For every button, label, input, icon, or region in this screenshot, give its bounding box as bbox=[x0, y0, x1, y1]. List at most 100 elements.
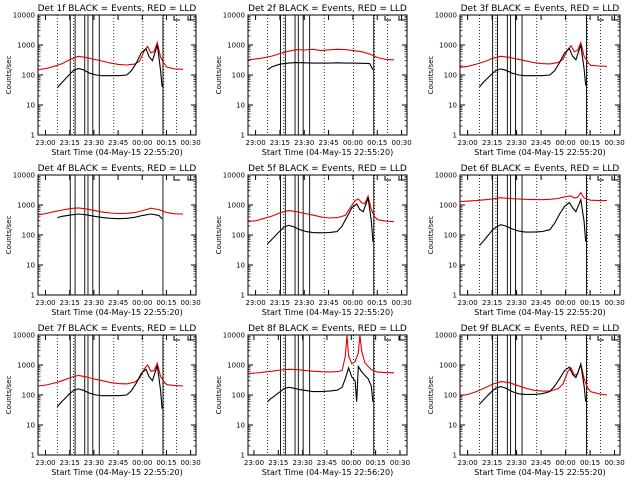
panel-det-8f: Det 8f BLACK = Events, RED = LLD 1 10 100 10… bbox=[215, 324, 410, 477]
y-tick-label: 1000 bbox=[17, 362, 35, 370]
x-tick-label: 00:30 bbox=[390, 459, 410, 467]
panel-title: Det 9f BLACK = Events, RED = LLD bbox=[461, 324, 620, 334]
y-axis-label: Counts/sec bbox=[215, 376, 223, 415]
y-tick-label: 10 bbox=[236, 422, 245, 430]
corner-bracket-mark bbox=[597, 176, 604, 181]
x-tick-label: 23:45 bbox=[531, 139, 551, 147]
x-tick-label: 23:45 bbox=[318, 299, 338, 307]
x-tick-label: 23:30 bbox=[84, 299, 104, 307]
x-tick-label: 00:30 bbox=[181, 299, 201, 307]
y-tick-label: 1 bbox=[453, 292, 457, 300]
panel-title: Det 1f BLACK = Events, RED = LLD bbox=[38, 4, 197, 14]
x-tick-label: 23:15 bbox=[482, 459, 502, 467]
panel-det-3f: Det 3f BLACK = Events, RED = LLD 1 10 100 10… bbox=[427, 4, 625, 157]
panel-title: Det 6f BLACK = Events, RED = LLD bbox=[461, 164, 620, 174]
lld-series-line bbox=[459, 40, 607, 68]
panel-det-1f: Det 1f BLACK = Events, RED = LLD 1 10 100 10… bbox=[5, 4, 201, 157]
y-tick-label: 100 bbox=[444, 72, 457, 80]
y-tick-label: 10000 bbox=[13, 332, 35, 340]
y-axis-label: Counts/sec bbox=[5, 216, 13, 255]
x-tick-label: 23:45 bbox=[317, 459, 337, 467]
y-tick-label: 10000 bbox=[13, 12, 35, 20]
x-tick-label: 00:15 bbox=[580, 299, 600, 307]
plot-frame bbox=[459, 14, 621, 136]
plot-frame bbox=[459, 174, 621, 296]
corner-bracket-mark bbox=[398, 16, 405, 21]
corner-bracket-mark bbox=[384, 176, 391, 181]
y-tick-label: 100 bbox=[22, 392, 35, 400]
corner-bracket-mark bbox=[173, 176, 180, 181]
y-tick-label: 1 bbox=[31, 452, 35, 460]
x-tick-label: 00:30 bbox=[392, 299, 412, 307]
y-tick-label: 10 bbox=[448, 262, 457, 270]
y-tick-label: 1 bbox=[31, 132, 35, 140]
y-tick-label: 100 bbox=[22, 232, 35, 240]
lld-series-line bbox=[37, 207, 184, 216]
corner-bracket-mark bbox=[173, 336, 180, 341]
x-tick-label: 23:00 bbox=[35, 459, 55, 467]
corner-bracket-mark bbox=[597, 336, 604, 341]
corner-bracket-mark bbox=[611, 336, 618, 341]
y-tick-label: 10000 bbox=[435, 12, 457, 20]
plot-frame bbox=[247, 334, 408, 456]
y-tick-label: 10 bbox=[26, 102, 35, 110]
y-tick-label: 1 bbox=[241, 452, 245, 460]
x-tick-label: 00:00 bbox=[341, 459, 361, 467]
y-axis-label: Counts/sec bbox=[215, 56, 223, 95]
lld-series-line bbox=[459, 191, 607, 203]
y-tick-label: 100 bbox=[444, 392, 457, 400]
events-series-line bbox=[267, 364, 374, 403]
x-tick-label: 23:45 bbox=[318, 139, 338, 147]
y-axis-label: Counts/sec bbox=[427, 376, 435, 415]
y-tick-label: 100 bbox=[232, 232, 245, 240]
panel-title: Det 4f BLACK = Events, RED = LLD bbox=[38, 164, 197, 174]
y-tick-label: 10 bbox=[236, 262, 245, 270]
x-tick-label: 00:30 bbox=[604, 139, 624, 147]
corner-bracket-mark bbox=[187, 176, 194, 181]
x-tick-label: 23:00 bbox=[245, 299, 265, 307]
y-tick-label: 1000 bbox=[227, 42, 245, 50]
corner-bracket-mark bbox=[611, 16, 618, 21]
y-tick-label: 1000 bbox=[227, 202, 245, 210]
y-tick-label: 1 bbox=[241, 132, 245, 140]
plot-frame bbox=[37, 14, 197, 136]
y-tick-label: 10000 bbox=[435, 332, 457, 340]
events-series-line bbox=[479, 197, 587, 246]
x-tick-label: 23:00 bbox=[244, 459, 264, 467]
x-tick-label: 00:30 bbox=[181, 459, 201, 467]
corner-bracket-mark bbox=[611, 176, 618, 181]
y-tick-label: 10000 bbox=[223, 172, 245, 180]
x-axis-label: Start Time (04-May-15 22:55:20) bbox=[474, 148, 605, 157]
y-tick-label: 10 bbox=[448, 102, 457, 110]
panel-title: Det 7f BLACK = Events, RED = LLD bbox=[38, 324, 197, 334]
y-tick-label: 1000 bbox=[439, 202, 457, 210]
lld-series-line bbox=[37, 40, 184, 71]
events-series-line bbox=[267, 197, 374, 245]
y-tick-label: 10000 bbox=[223, 12, 245, 20]
panel-det-7f: Det 7f BLACK = Events, RED = LLD 1 10 100 10… bbox=[5, 324, 201, 477]
y-tick-label: 10 bbox=[448, 422, 457, 430]
y-tick-label: 10 bbox=[236, 102, 245, 110]
x-axis-label: Start Time (04-May-15 22:55:20) bbox=[262, 308, 393, 317]
y-tick-label: 100 bbox=[232, 392, 245, 400]
lld-series-line bbox=[459, 361, 607, 397]
y-tick-label: 1 bbox=[453, 132, 457, 140]
events-series-line bbox=[57, 213, 163, 220]
x-tick-label: 00:30 bbox=[392, 139, 412, 147]
x-tick-label: 23:30 bbox=[293, 459, 313, 467]
x-tick-label: 00:30 bbox=[181, 139, 201, 147]
x-tick-label: 23:15 bbox=[482, 299, 502, 307]
y-axis-label: Counts/sec bbox=[427, 216, 435, 255]
x-tick-label: 00:00 bbox=[555, 459, 575, 467]
x-tick-label: 00:00 bbox=[132, 459, 152, 467]
x-tick-label: 00:00 bbox=[132, 299, 152, 307]
x-tick-label: 23:30 bbox=[507, 459, 527, 467]
y-tick-label: 100 bbox=[22, 72, 35, 80]
lld-series-line bbox=[37, 361, 184, 387]
events-series-line bbox=[479, 362, 587, 405]
y-axis-label: Counts/sec bbox=[5, 376, 13, 415]
x-tick-label: 23:45 bbox=[531, 459, 551, 467]
plot-frame bbox=[459, 334, 621, 456]
plot-frame bbox=[247, 14, 408, 136]
